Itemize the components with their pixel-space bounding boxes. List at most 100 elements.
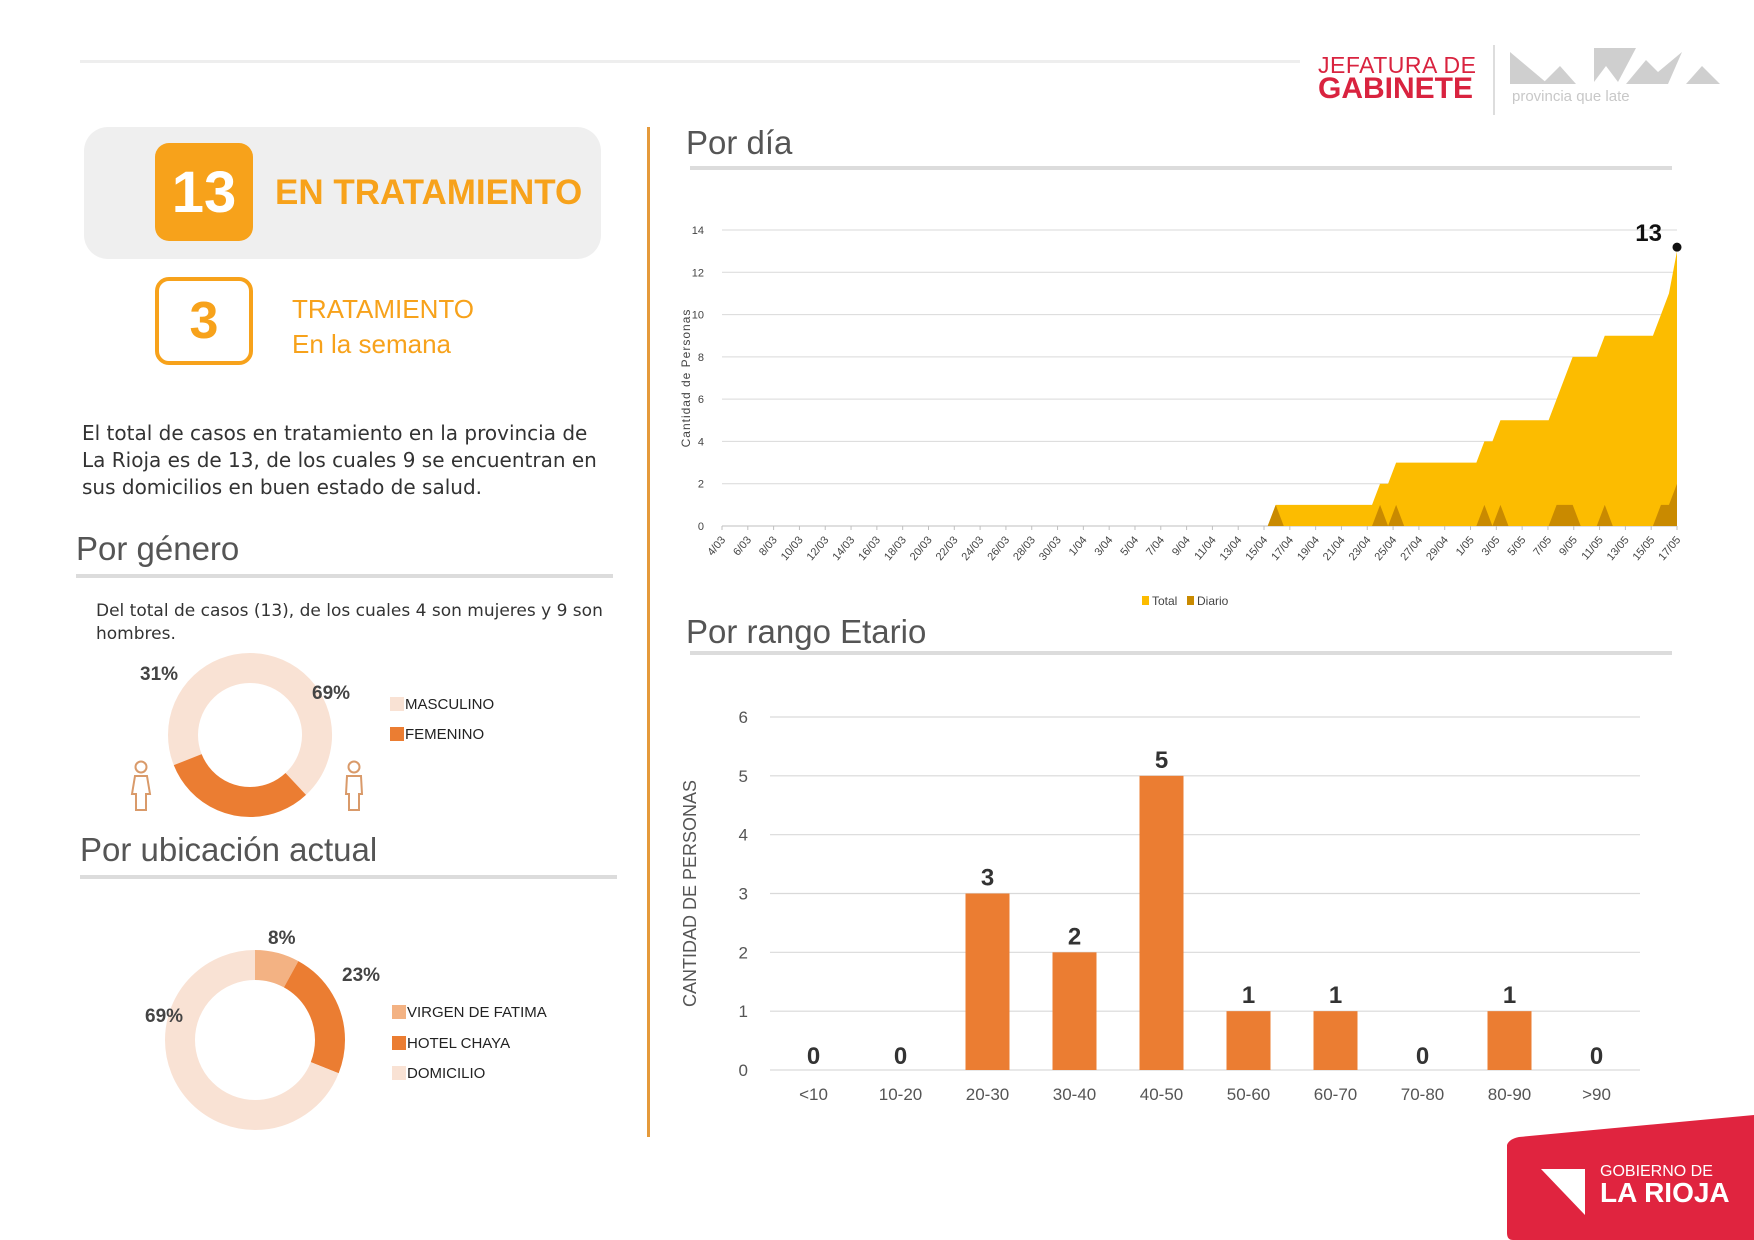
por-rango-chart: 0 0 3 2 5 1 1 0 1 0 0 1 2 3 4 5 6 <10 10-20 20-30 30-40 40-… <box>680 708 1640 1104</box>
x-tick-label: >90 <box>1582 1085 1611 1104</box>
y-tick-label: 8 <box>698 352 704 364</box>
footer-line2: LA RIOJA <box>1600 1177 1730 1208</box>
annotation-label: 13 <box>1635 220 1662 247</box>
data-label: 2 <box>1068 923 1081 950</box>
x-tick-label: 1/04 <box>1067 534 1090 558</box>
pct-masculino: 69% <box>312 683 351 704</box>
x-tick-label: 3/05 <box>1480 534 1503 558</box>
data-label: 0 <box>807 1043 820 1070</box>
summary-line: El total de casos en tratamiento en la p… <box>82 421 588 445</box>
data-label: 3 <box>981 865 994 892</box>
last-point-marker <box>1672 242 1682 252</box>
header-rule <box>80 60 1300 63</box>
pct-hotel: 23% <box>342 965 381 986</box>
data-label: 1 <box>1503 982 1516 1009</box>
x-tick-label: 17/05 <box>1656 534 1683 563</box>
donut-slice <box>165 950 345 1130</box>
bar-20-30 <box>965 893 1010 1070</box>
x-tick-label: 16/03 <box>856 534 883 563</box>
rioja-emblem-icon <box>1541 1169 1585 1215</box>
y-axis-title: CANTIDAD DE PERSONAS <box>680 780 700 1007</box>
x-tick-label: 4/03 <box>705 534 728 558</box>
y-tick-label: 12 <box>692 267 704 279</box>
genero-text: Del total de casos (13), de los cuales 4… <box>96 601 603 644</box>
por-rango-rule <box>690 651 1672 655</box>
la-rioja-logo <box>1510 48 1720 84</box>
brand-line1: JEFATURA DE <box>1318 52 1477 78</box>
y-tick-label: 4 <box>739 826 748 845</box>
legend-swatch-hotel <box>392 1036 406 1050</box>
data-label: 0 <box>1590 1043 1603 1070</box>
genero-title: Por género <box>76 530 240 567</box>
footer-line1: GOBIERNO DE <box>1600 1163 1713 1180</box>
en-tratamiento-label: EN TRATAMIENTO <box>275 173 583 212</box>
x-tick-label: 14/03 <box>830 534 857 563</box>
rioja-tagline: provincia que late <box>1512 88 1630 105</box>
x-tick-label: 7/04 <box>1144 534 1167 558</box>
x-tick-label: 80-90 <box>1488 1085 1531 1104</box>
en-tratamiento-value: 13 <box>155 143 253 241</box>
series-area-total <box>722 251 1677 526</box>
summary-line: sus domicilios en buen estado de salud. <box>82 475 482 499</box>
x-tick-label: 22/03 <box>934 534 961 563</box>
logo-divider <box>1493 45 1495 115</box>
x-tick-label: 5/04 <box>1118 534 1141 558</box>
x-tick-label: 3/04 <box>1092 534 1115 558</box>
genero-donut <box>168 653 332 818</box>
y-tick-label: 10 <box>692 310 704 322</box>
x-tick-label: <10 <box>799 1085 828 1104</box>
y-tick-label: 0 <box>698 521 704 533</box>
x-tick-label: 30-40 <box>1053 1085 1096 1104</box>
y-tick-label: 6 <box>739 708 748 727</box>
data-label: 5 <box>1155 747 1168 774</box>
por-dia-title: Por día <box>686 124 793 161</box>
semana-label-line1: TRATAMIENTO <box>292 294 474 324</box>
x-tick-label: 9/05 <box>1557 534 1580 558</box>
x-tick-label: 70-80 <box>1401 1085 1444 1104</box>
y-tick-label: 3 <box>739 885 748 904</box>
x-tick-label: 13/04 <box>1218 534 1245 563</box>
ubicacion-donut <box>165 950 345 1130</box>
bar-60-70 <box>1313 1011 1358 1070</box>
legend-swatch-total <box>1142 596 1149 605</box>
legend-masculino: MASCULINO <box>405 696 495 713</box>
x-tick-label: 15/05 <box>1631 534 1658 563</box>
x-tick-label: 23/04 <box>1347 534 1374 563</box>
por-rango-title: Por rango Etario <box>686 613 927 650</box>
data-label: 1 <box>1329 982 1342 1009</box>
x-tick-label: 11/05 <box>1579 534 1605 562</box>
x-tick-label: 40-50 <box>1140 1085 1183 1104</box>
y-axis-title: Cantidad de Personas <box>679 309 693 448</box>
semana-label-line2: En la semana <box>292 329 451 359</box>
semana-value: 3 <box>155 277 253 365</box>
y-tick-label: 0 <box>739 1061 748 1080</box>
data-label: 1 <box>1242 982 1255 1009</box>
x-tick-label: 20-30 <box>966 1085 1009 1104</box>
ubicacion-title: Por ubicación actual <box>80 831 378 868</box>
x-tick-label: 10/03 <box>779 534 806 563</box>
x-tick-label: 25/04 <box>1372 534 1399 563</box>
bar-80-90 <box>1487 1011 1532 1070</box>
x-tick-label: 18/03 <box>882 534 909 563</box>
bar-40-50 <box>1139 775 1184 1070</box>
x-tick-label: 11/04 <box>1192 534 1218 562</box>
x-tick-label: 20/03 <box>908 534 935 563</box>
x-tick-label: 29/04 <box>1424 534 1451 563</box>
data-label: 0 <box>1416 1043 1429 1070</box>
bar-50-60 <box>1226 1011 1271 1070</box>
x-tick-label: 10-20 <box>879 1085 922 1104</box>
donut-slice <box>165 950 345 1130</box>
legend-domicilio: DOMICILIO <box>407 1065 486 1082</box>
x-tick-label: 17/04 <box>1269 534 1296 563</box>
y-tick-label: 6 <box>698 394 704 406</box>
semana-label: TRATAMIENTO En la semana <box>292 292 474 362</box>
genero-rule <box>76 574 613 578</box>
legend-diario: Diario <box>1197 594 1229 608</box>
x-tick-label: 8/03 <box>757 534 780 558</box>
female-figure-icon <box>130 760 152 811</box>
x-tick-label: 50-60 <box>1227 1085 1270 1104</box>
y-tick-label: 2 <box>739 943 748 962</box>
y-tick-label: 4 <box>698 436 704 448</box>
legend-swatch-femenino <box>390 727 404 741</box>
